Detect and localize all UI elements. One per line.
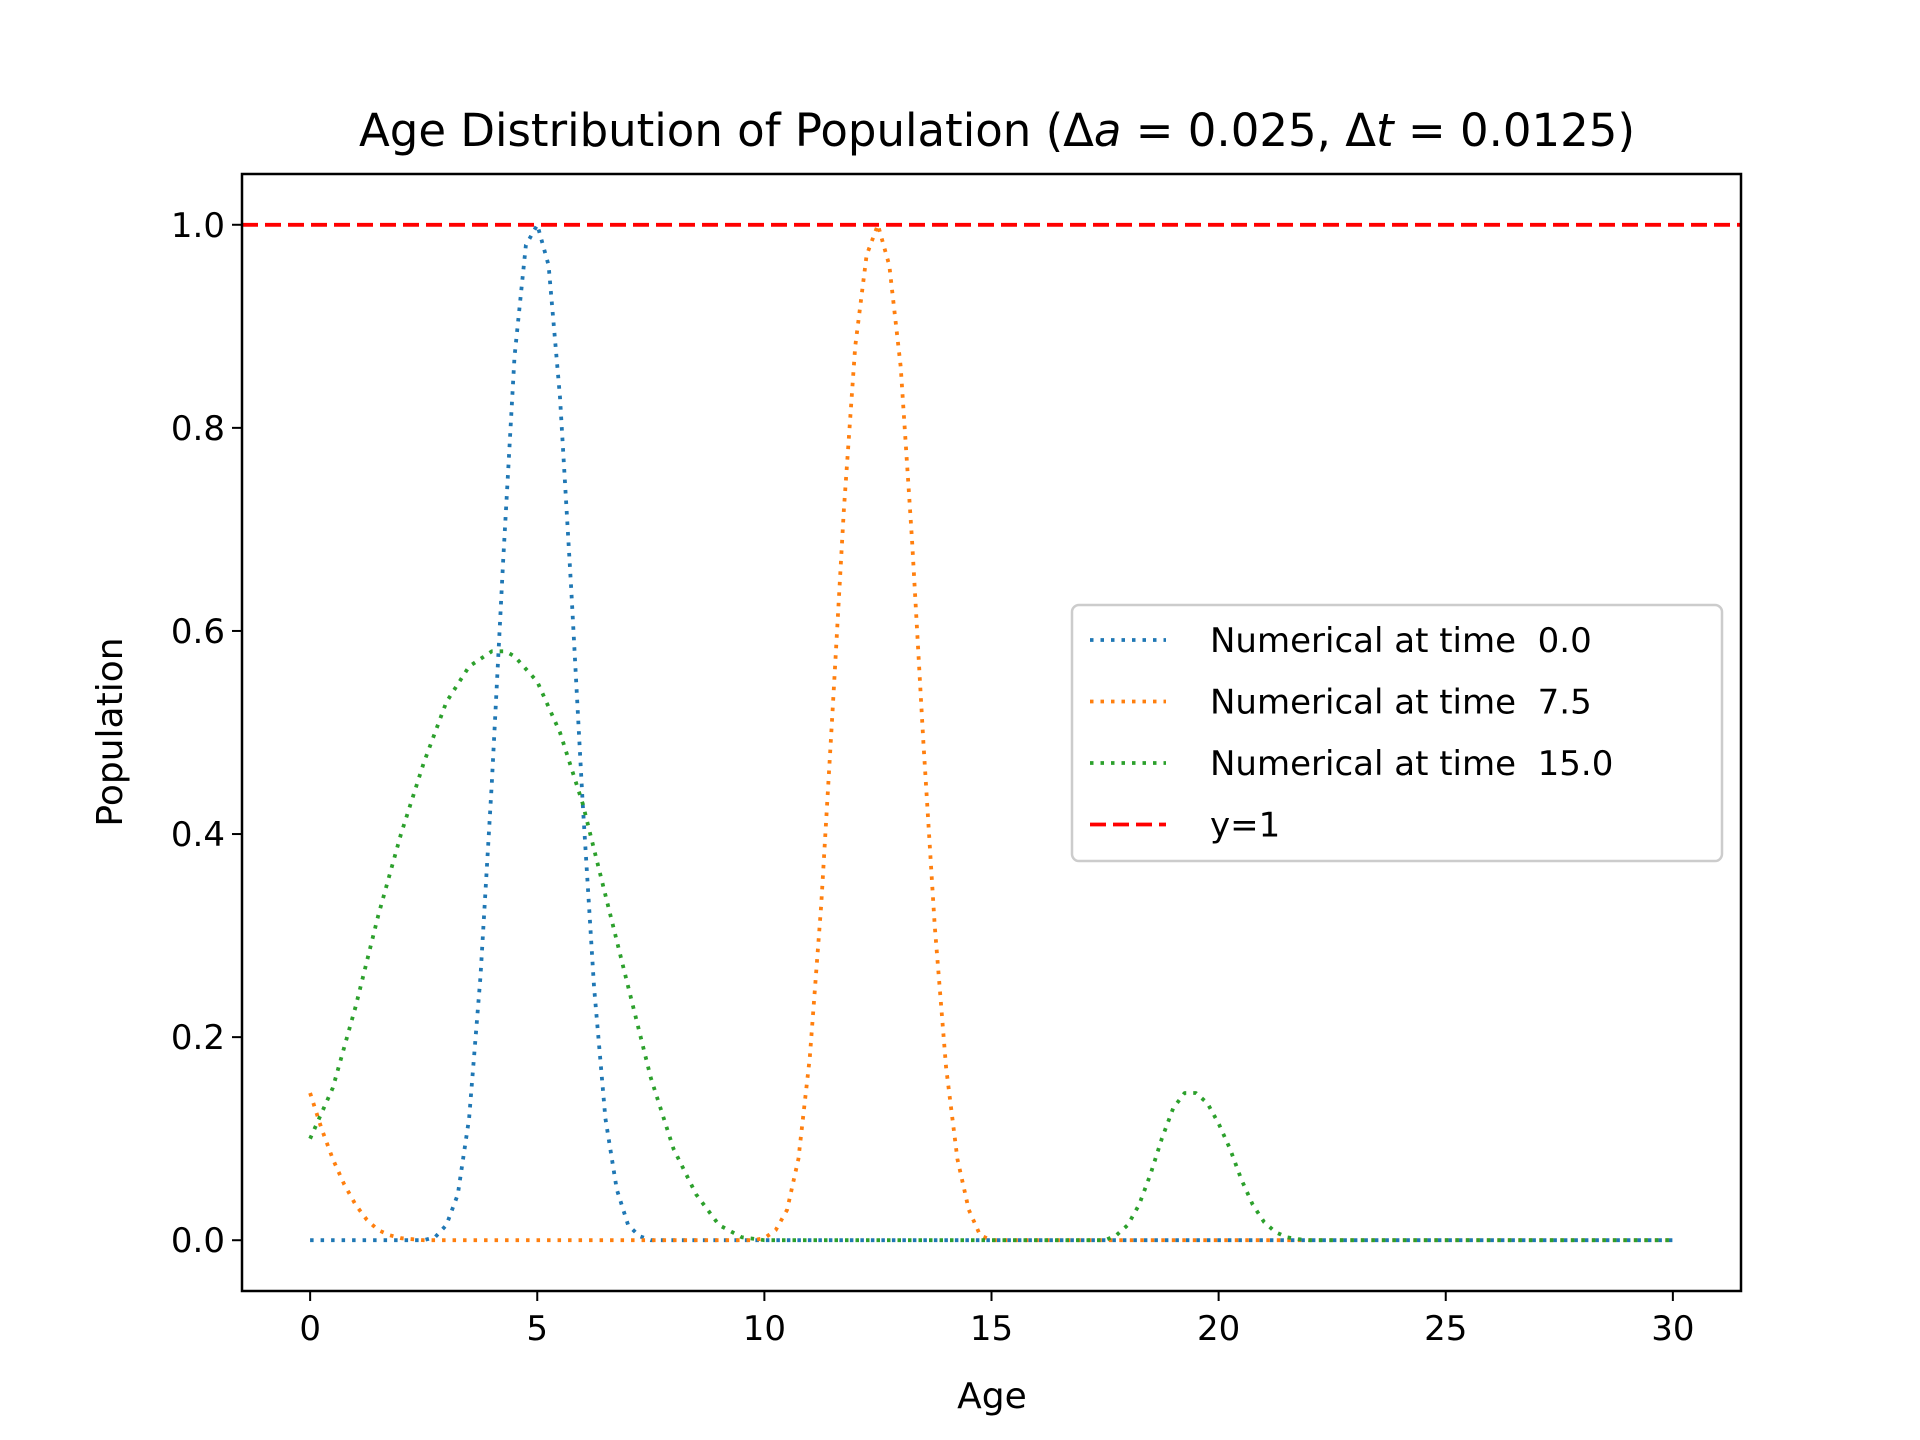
ticks-layer: 0 5 10 15 20 25 30 0.0 0.2 0.4 0.6 0.8 1.0	[171, 206, 1695, 1349]
plot-frame	[240, 172, 1743, 1293]
x-tick-label: 20	[1197, 1309, 1240, 1349]
series-line-3	[308, 649, 1673, 1243]
legend-frame	[1070, 603, 1724, 863]
x-tick-label: 0	[299, 1309, 321, 1349]
x-tick-label: 30	[1651, 1309, 1694, 1349]
series-layer	[242, 222, 1741, 1243]
y-tick-label: 0.0	[171, 1221, 225, 1261]
x-tick-label: 5	[526, 1309, 548, 1349]
legend: Numerical at time 0.0 Numerical at time 7…	[1070, 603, 1724, 863]
y-axis-label: Population	[90, 637, 131, 826]
chart-title: Age Distribution of Population (Δa = 0.0…	[359, 104, 1635, 157]
series-line-2	[308, 222, 1673, 1243]
y-tick-label: 0.6	[171, 612, 225, 652]
legend-label-numerical-at-time-15-0: Numerical at time 15.0	[1210, 744, 1613, 784]
y-tick-label: 1.0	[171, 206, 225, 246]
y-tick-label: 0.2	[171, 1018, 225, 1058]
x-tick-label: 25	[1424, 1309, 1467, 1349]
legend-label-numerical-at-time-7-5: Numerical at time 7.5	[1210, 683, 1592, 723]
x-tick-label: 15	[970, 1309, 1013, 1349]
legend-label-y-1: y=1	[1210, 806, 1280, 846]
y-tick-label: 0.8	[171, 409, 225, 449]
legend-label-numerical-at-time-0-0: Numerical at time 0.0	[1210, 621, 1592, 661]
series-line-1	[310, 222, 1673, 1243]
x-axis-label: Age	[957, 1376, 1027, 1417]
y-tick-label: 0.4	[171, 815, 225, 855]
x-tick-label: 10	[743, 1309, 786, 1349]
